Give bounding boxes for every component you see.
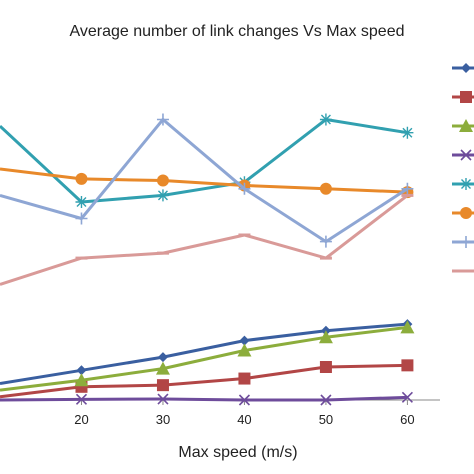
data-point — [75, 172, 88, 185]
x-tick-label: 60 — [400, 412, 414, 427]
series-1 — [0, 319, 413, 385]
legend-marker — [460, 207, 472, 219]
series-line — [0, 363, 408, 399]
data-point — [156, 113, 169, 126]
data-point — [156, 379, 169, 392]
legend-item-7 — [452, 236, 474, 248]
x-tick-label: 50 — [319, 412, 333, 427]
data-point — [238, 394, 251, 406]
legend-marker — [459, 119, 473, 132]
legend-marker — [460, 91, 472, 103]
series-8 — [0, 193, 414, 286]
x-tick-label: 20 — [74, 412, 88, 427]
series-line — [0, 118, 408, 204]
series-4 — [0, 391, 413, 406]
data-point — [76, 365, 87, 376]
series-2 — [0, 359, 414, 399]
data-point — [238, 182, 251, 195]
data-point — [156, 174, 169, 187]
series-3 — [0, 320, 415, 392]
data-point — [319, 113, 332, 126]
chart-title: Average number of link changes Vs Max sp… — [69, 23, 404, 40]
data-point — [401, 391, 413, 403]
legend — [452, 63, 474, 273]
series-line — [0, 322, 408, 385]
legend-item-5 — [452, 178, 474, 190]
legend-item-3 — [452, 119, 474, 132]
x-tick-label: 40 — [237, 412, 251, 427]
legend-marker — [460, 236, 472, 248]
series-5 — [0, 113, 414, 208]
legend-item-2 — [452, 91, 474, 103]
data-point — [238, 372, 251, 385]
legend-marker — [461, 63, 471, 73]
data-point — [74, 373, 89, 387]
series-line — [0, 325, 408, 392]
data-point — [75, 212, 88, 225]
data-point — [157, 393, 169, 405]
data-point — [157, 352, 168, 363]
data-point — [319, 235, 332, 248]
data-point — [401, 182, 414, 195]
legend-item-4 — [452, 149, 474, 161]
series-line — [0, 167, 408, 194]
data-point — [401, 359, 414, 372]
x-tick-label: 30 — [156, 412, 170, 427]
data-point — [237, 343, 252, 357]
plot-area: 20 30 40 50 60 — [0, 113, 440, 427]
data-point — [401, 126, 414, 139]
x-axis-label: Max speed (m/s) — [178, 444, 297, 461]
series-line — [0, 118, 409, 244]
legend-marker — [460, 149, 472, 161]
data-point — [239, 335, 250, 346]
legend-marker — [460, 178, 472, 190]
data-point — [319, 182, 332, 195]
data-point — [75, 196, 88, 208]
data-point — [319, 361, 332, 373]
data-point — [156, 189, 169, 202]
data-point — [75, 393, 88, 405]
series-line — [0, 395, 408, 402]
legend-item-6 — [452, 207, 474, 219]
series-7 — [0, 113, 414, 248]
series-line — [0, 194, 409, 286]
data-point — [320, 394, 332, 406]
data-point — [155, 361, 170, 375]
data-point — [318, 330, 333, 344]
legend-item-1 — [452, 63, 474, 73]
data-point — [400, 320, 415, 334]
